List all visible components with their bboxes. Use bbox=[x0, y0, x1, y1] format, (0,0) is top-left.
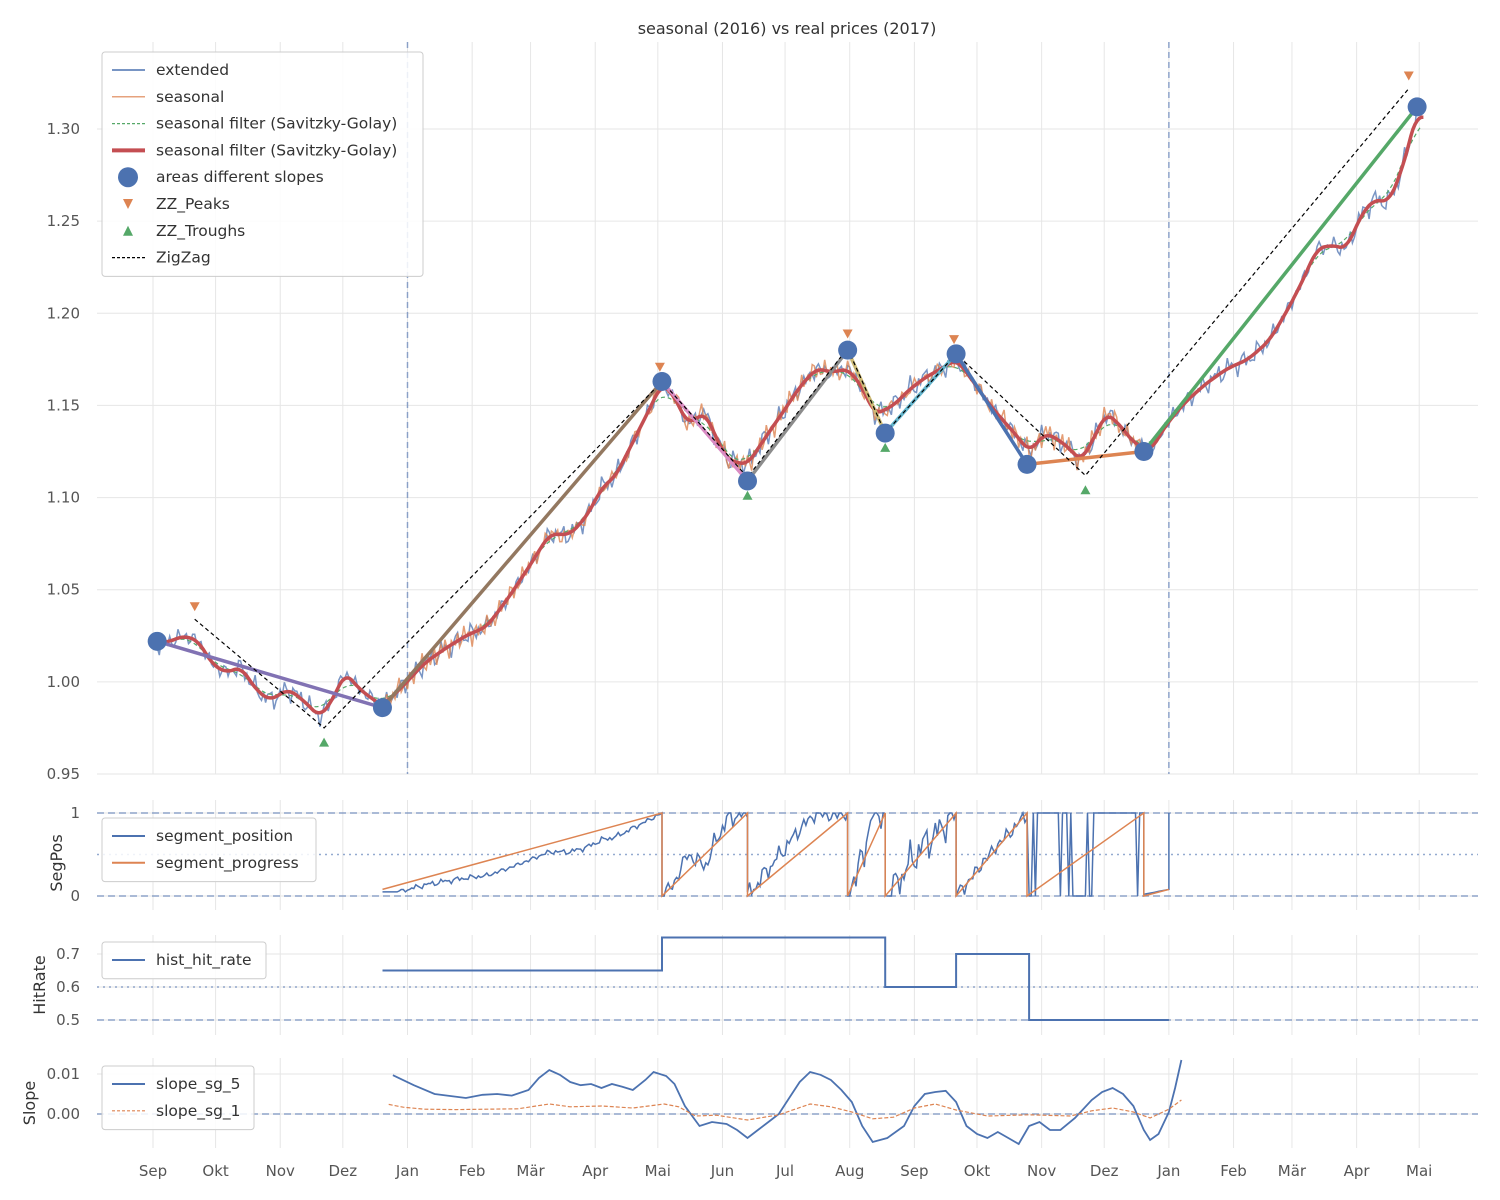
y-axis-label: HitRate bbox=[30, 955, 49, 1014]
x-tick-label: Nov bbox=[266, 1162, 295, 1180]
x-tick-label: Nov bbox=[1027, 1162, 1056, 1180]
savgol-thick-line bbox=[152, 115, 1424, 715]
area-point bbox=[838, 340, 858, 360]
slope-sg5-line bbox=[392, 1059, 1183, 1146]
y-axis-label: SegPos bbox=[47, 834, 66, 891]
zz-trough-marker bbox=[1080, 485, 1091, 495]
y-tick-label: 1.30 bbox=[47, 120, 80, 138]
y-tick-label: 1.10 bbox=[47, 489, 80, 507]
legend-label: slope_sg_5 bbox=[156, 1075, 241, 1094]
legend-label: slope_sg_1 bbox=[156, 1102, 241, 1121]
legend-label: ZigZag bbox=[156, 249, 211, 267]
x-tick-label: Jan bbox=[1156, 1162, 1180, 1180]
y-tick-label: 0.95 bbox=[47, 765, 80, 783]
legend: extended seasonal seasonal filter (Savitzk… bbox=[101, 51, 424, 277]
legend-label: segment_position bbox=[156, 827, 293, 846]
legend-label: seasonal bbox=[156, 88, 224, 106]
zz-peak-marker bbox=[189, 602, 200, 612]
legend-label: seasonal filter (Savitzky-Golay) bbox=[156, 141, 397, 159]
x-tick-label: Mai bbox=[645, 1162, 671, 1180]
legend: hist_hit_rate bbox=[101, 941, 267, 980]
legend-label: areas different slopes bbox=[156, 168, 324, 186]
area-point bbox=[1134, 442, 1154, 461]
hist-hit-rate-line bbox=[382, 936, 1169, 1021]
zz-peak-marker bbox=[654, 362, 665, 372]
x-tick-label: Feb bbox=[459, 1162, 486, 1180]
legend-label: segment_progress bbox=[156, 854, 299, 873]
area-point bbox=[946, 344, 966, 364]
x-tick-label: Jan bbox=[395, 1162, 419, 1180]
x-tick-label: Mär bbox=[516, 1162, 545, 1180]
legend: slope_sg_5 slope_sg_1 bbox=[101, 1065, 255, 1131]
zigzag-line bbox=[194, 88, 1410, 729]
y-tick-label: 1.25 bbox=[47, 212, 80, 230]
y-tick-label: 1.00 bbox=[47, 673, 80, 691]
y-tick-label: 1.15 bbox=[47, 396, 80, 414]
x-tick-label: Mai bbox=[1406, 1162, 1432, 1180]
zz-trough-marker bbox=[742, 490, 753, 500]
legend: segment_position segment_progress bbox=[101, 817, 317, 883]
slope-sg1-line bbox=[388, 1099, 1182, 1121]
slope-segment-line bbox=[156, 639, 383, 710]
y-tick-label: 1 bbox=[70, 804, 80, 822]
slope-segment-line bbox=[1142, 105, 1419, 453]
y-tick-label: 0 bbox=[70, 887, 80, 905]
legend-label: ZZ_Troughs bbox=[156, 222, 245, 241]
area-point bbox=[875, 423, 895, 443]
x-tick-label: Dez bbox=[328, 1162, 357, 1180]
slope-segment-line bbox=[883, 352, 958, 435]
legend-label: ZZ_Peaks bbox=[156, 195, 230, 214]
area-point bbox=[738, 471, 758, 491]
zz-peak-marker bbox=[949, 335, 960, 345]
chart-title: seasonal (2016) vs real prices (2017) bbox=[638, 19, 937, 38]
x-tick-label: Mär bbox=[1278, 1162, 1307, 1180]
x-tick-label: Dez bbox=[1090, 1162, 1119, 1180]
y-tick-label: 0.6 bbox=[56, 978, 80, 996]
area-point bbox=[147, 631, 167, 651]
legend-swatch bbox=[123, 199, 133, 209]
area-point bbox=[1407, 97, 1427, 117]
legend-frame bbox=[101, 1065, 255, 1131]
legend-frame bbox=[101, 941, 267, 980]
legend-swatch bbox=[123, 225, 133, 236]
y-tick-label: 1.20 bbox=[47, 304, 80, 322]
x-tick-label: Apr bbox=[1344, 1162, 1371, 1180]
x-tick-label: Feb bbox=[1220, 1162, 1247, 1180]
y-tick-label: 0.5 bbox=[56, 1011, 80, 1029]
legend-label: hist_hit_rate bbox=[156, 951, 251, 970]
area-point bbox=[372, 698, 392, 718]
y-tick-label: 0.01 bbox=[47, 1065, 80, 1083]
x-tick-label: Okt bbox=[964, 1162, 990, 1180]
slope-segment-line bbox=[954, 352, 1029, 466]
segment-position-line bbox=[382, 810, 1170, 897]
x-tick-label: Sep bbox=[139, 1162, 167, 1180]
x-tick-label: Apr bbox=[582, 1162, 609, 1180]
x-tick-label: Sep bbox=[900, 1162, 928, 1180]
y-tick-label: 0.7 bbox=[56, 945, 80, 963]
segment-progress-line bbox=[382, 810, 1170, 899]
zz-peak-marker bbox=[1403, 71, 1414, 81]
x-tick-label: Jul bbox=[775, 1162, 794, 1180]
x-tick-label: Aug bbox=[835, 1162, 864, 1180]
area-point bbox=[652, 371, 672, 391]
x-tick-label: Jun bbox=[710, 1162, 734, 1180]
zz-peak-marker bbox=[842, 329, 853, 339]
zz-trough-marker bbox=[880, 442, 891, 452]
y-tick-label: 1.05 bbox=[47, 581, 80, 599]
slope-segment-line bbox=[746, 349, 850, 483]
seasonal-line bbox=[382, 352, 1147, 712]
zz-trough-marker bbox=[319, 737, 330, 747]
legend-label: seasonal filter (Savitzky-Golay) bbox=[156, 115, 397, 133]
legend-frame bbox=[101, 817, 317, 883]
y-tick-label: 0.00 bbox=[47, 1105, 80, 1123]
slope-segment-line bbox=[381, 380, 664, 709]
area-point bbox=[1017, 454, 1037, 474]
legend-label: extended bbox=[156, 61, 229, 79]
x-tick-label: Okt bbox=[202, 1162, 228, 1180]
legend-swatch bbox=[118, 167, 138, 188]
y-axis-label: Slope bbox=[20, 1081, 39, 1125]
legend-frame bbox=[101, 51, 424, 277]
slope-segment-line bbox=[1026, 449, 1145, 467]
